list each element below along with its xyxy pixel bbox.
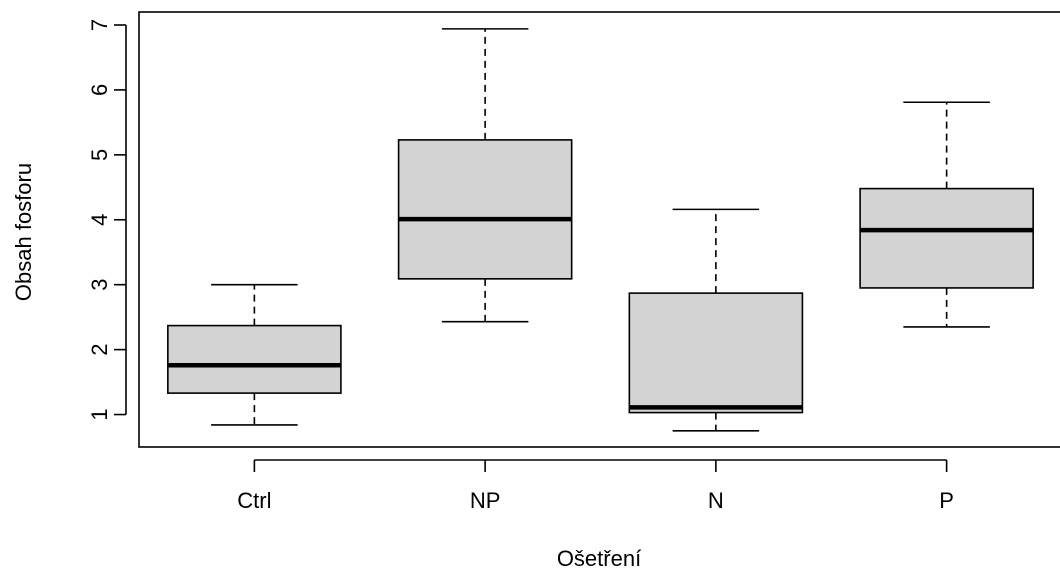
y-tick-label: 3 xyxy=(87,279,112,291)
box-iqr xyxy=(167,324,342,394)
y-tick-label: 4 xyxy=(87,214,112,226)
y-tick-label: 1 xyxy=(87,408,112,420)
x-tick-label-np: NP xyxy=(470,488,501,513)
x-tick-label-p: P xyxy=(939,488,954,513)
box-iqr xyxy=(628,292,804,414)
x-tick-label-n: N xyxy=(708,488,724,513)
box-n xyxy=(628,208,804,432)
box-ctrl xyxy=(167,283,342,426)
plot-area xyxy=(138,11,1060,448)
box-iqr xyxy=(397,139,573,280)
plot-frame xyxy=(138,11,1060,448)
y-axis-title: Obsah fosforu xyxy=(11,163,36,301)
box-np xyxy=(397,28,573,323)
y-tick-label: 2 xyxy=(87,343,112,355)
x-axis-title: Ošetření xyxy=(557,546,641,571)
x-tick-label-ctrl: Ctrl xyxy=(237,488,271,513)
box-p xyxy=(859,101,1034,328)
y-tick-label: 5 xyxy=(87,149,112,161)
boxes-layer xyxy=(167,28,1034,432)
y-tick-label: 6 xyxy=(87,84,112,96)
box-iqr xyxy=(859,187,1034,289)
y-tick-label: 7 xyxy=(87,19,112,31)
